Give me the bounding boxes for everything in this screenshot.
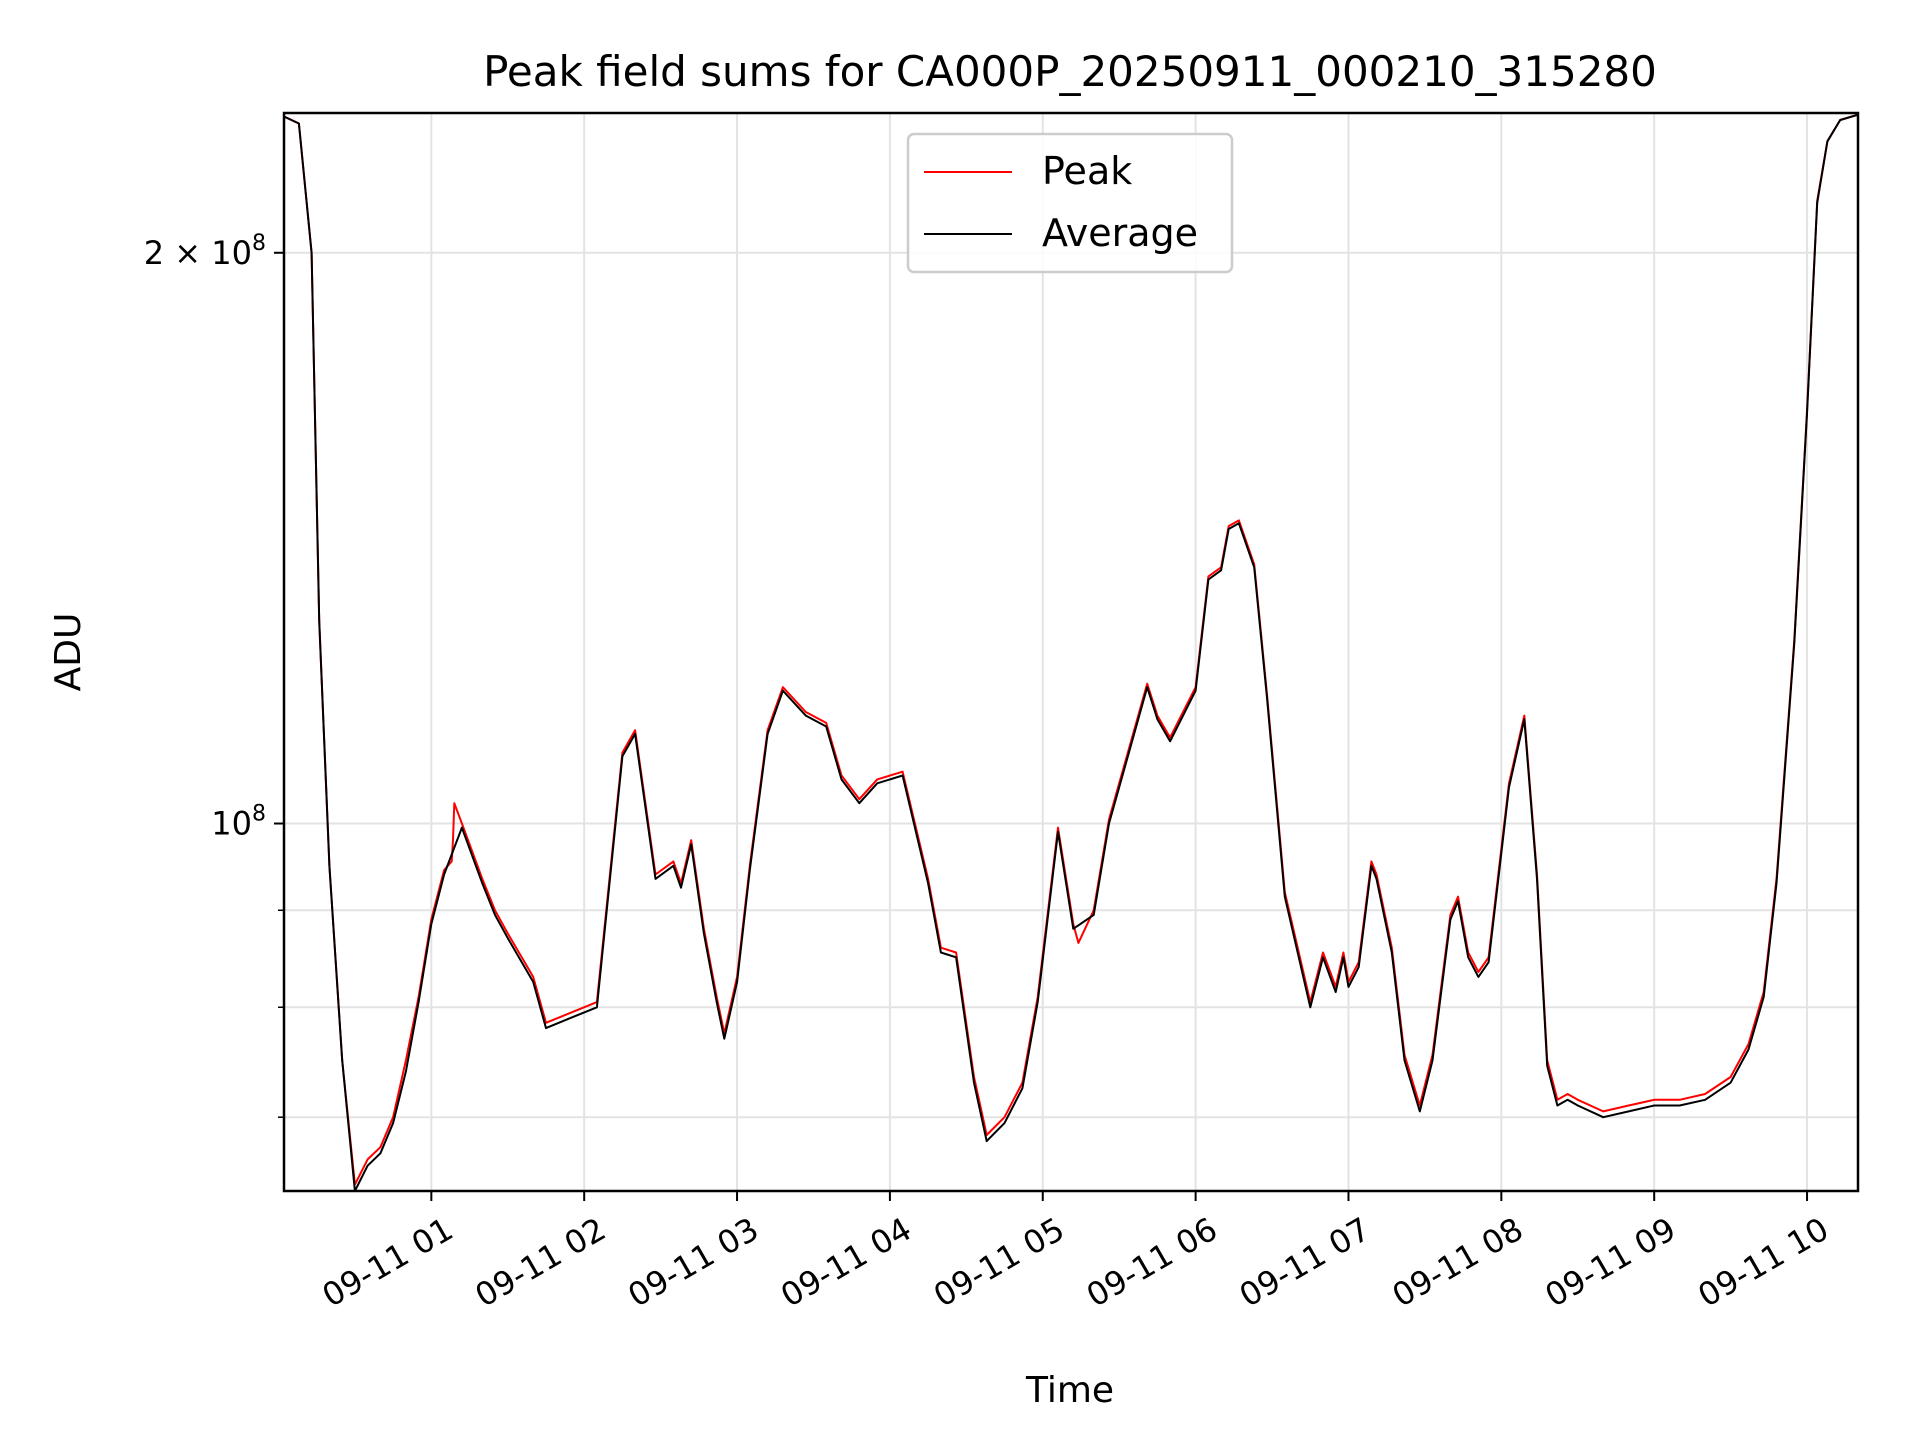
- legend: Peak Average: [906, 132, 1234, 274]
- y-axis: 108 2 × 108: [144, 231, 284, 1118]
- series-layer: [284, 113, 1858, 1191]
- plot-frame: [282, 111, 1860, 1193]
- legend-box: [906, 132, 1234, 274]
- y-tick-label: 2 × 108: [144, 231, 266, 272]
- series-line-peak: [284, 113, 1858, 1186]
- chart-title: Peak field sums for CA000P_20250911_0002…: [483, 47, 1657, 96]
- y-axis-label: ADU: [48, 613, 89, 692]
- legend-label-average: Average: [1042, 211, 1198, 255]
- legend-label-peak: Peak: [1042, 149, 1132, 193]
- y-tick-label: 108: [211, 802, 266, 843]
- x-axis-label: Time: [1025, 1370, 1114, 1411]
- series-line-average: [284, 113, 1858, 1191]
